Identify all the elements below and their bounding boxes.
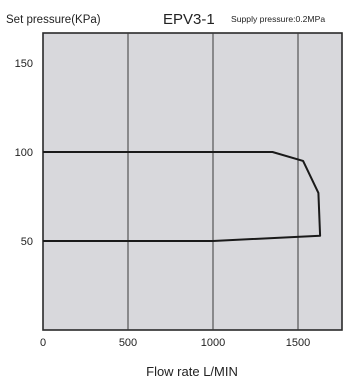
y-tick-label: 50: [21, 236, 33, 248]
supply-pressure-annotation: Supply pressure:0.2MPa: [231, 14, 325, 24]
x-tick-label: 1500: [286, 337, 310, 349]
x-tick-label: 0: [40, 337, 46, 349]
y-tick-label: 150: [15, 58, 33, 70]
x-axis-label: Flow rate L/MIN: [146, 364, 238, 379]
y-tick-label: 100: [15, 147, 33, 159]
series-line-0: [43, 151, 322, 242]
y-axis-label: Set pressure(KPa): [6, 14, 101, 26]
grid: [127, 33, 299, 330]
x-tick-label: 1000: [201, 337, 225, 349]
tick-labels: 0 500 1000 1500 50 100 150: [15, 58, 311, 349]
series: [43, 151, 322, 242]
plot-area: [42, 32, 343, 331]
x-tick-label: 500: [119, 337, 137, 349]
chart-title: EPV3-1: [163, 11, 215, 28]
